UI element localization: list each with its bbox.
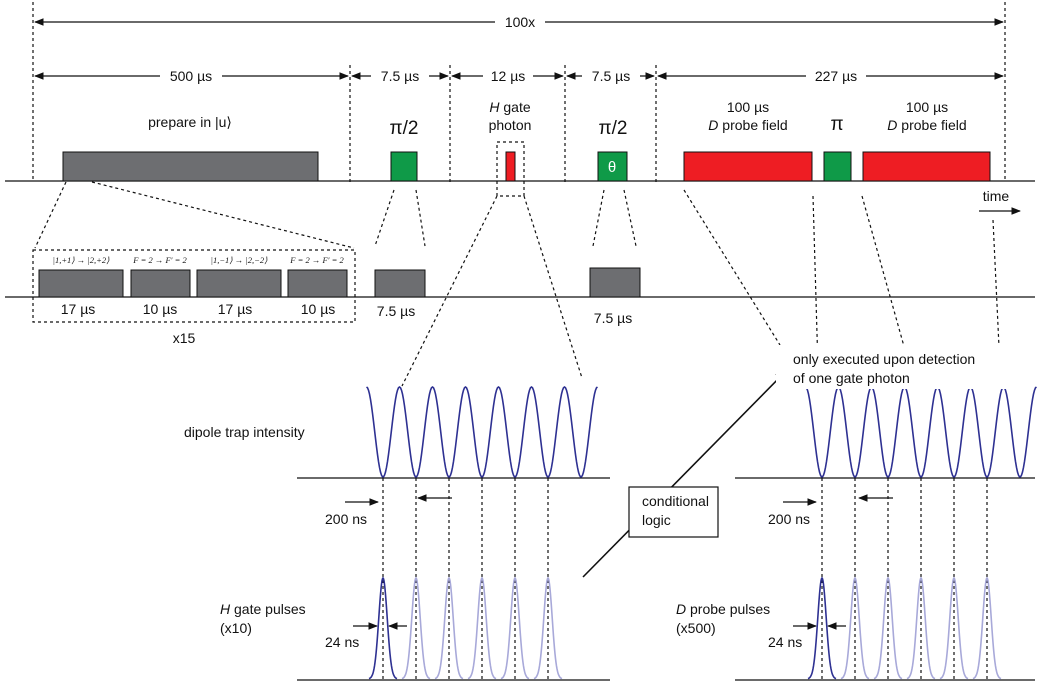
gaussian-pulse <box>807 576 837 680</box>
prep-pulse-3 <box>196 269 282 298</box>
conditional-line-2: logic <box>642 512 671 528</box>
transition-4: F = 2 → F′ = 2 <box>289 255 344 265</box>
d-probe-pulse-train <box>807 576 1002 680</box>
pi-half-detail-pulse <box>374 269 426 298</box>
probe2-duration: 100 µs <box>906 99 948 115</box>
d-probe-pulses-label: D probe pulses <box>676 601 770 617</box>
transition-3: |1,−1⟩ → |2,−2⟩ <box>211 255 268 265</box>
h-gate-pulse-train <box>368 576 563 680</box>
h-gate-label: H gate <box>489 99 530 115</box>
probe1-label: D probe field <box>708 117 787 133</box>
probe2-label: D probe field <box>887 117 966 133</box>
prep-repeat: x15 <box>173 330 196 346</box>
gaussian-pulse <box>939 576 969 680</box>
dipole-wave-left <box>366 385 598 478</box>
probe1-duration: 100 µs <box>727 99 769 115</box>
theta-detail-duration: 7.5 µs <box>594 310 632 326</box>
conditional-arrow <box>582 369 788 578</box>
pi2-duration: 7.5 µs <box>381 68 419 84</box>
period-label-left: 200 ns <box>325 511 367 527</box>
gaussian-pulse <box>873 576 903 680</box>
pi-label: π <box>830 114 843 135</box>
period-label-right: 200 ns <box>768 511 810 527</box>
prep-duration-1: 17 µs <box>61 301 96 317</box>
lower-section: dipole trap intensity 200 ns 200 ns H ga… <box>184 345 1037 681</box>
h-gate-pulses-count: (x10) <box>220 620 252 636</box>
top-timeline: 100x 500 µs 7.5 µs 12 µs 7.5 µs 227 µs p… <box>5 2 1035 215</box>
h-gate-pulses-label: H gate pulses <box>220 601 306 617</box>
d-width-label: 24 ns <box>768 634 802 650</box>
transition-2: F = 2 → F′ = 2 <box>132 255 187 265</box>
minima-lines <box>382 478 988 680</box>
gate-zoom-box <box>496 141 525 197</box>
detect-duration: 227 µs <box>815 68 857 84</box>
prep-pulse-4 <box>287 269 348 298</box>
theta-pulse <box>597 151 628 182</box>
gaussian-pulse <box>434 576 464 680</box>
prep-duration-2: 10 µs <box>143 301 178 317</box>
repeat-label: 100x <box>505 14 535 30</box>
probe-field-pulse-2 <box>862 151 991 182</box>
photon-label: photon <box>489 117 532 133</box>
gaussian-pulse <box>533 576 563 680</box>
gaussian-pulse <box>840 576 870 680</box>
prep-pulse-2 <box>130 269 191 298</box>
gate-duration: 12 µs <box>491 68 526 84</box>
prepare-detail-box <box>32 249 356 323</box>
d-probe-pulses-count: (x500) <box>676 620 716 636</box>
pi-half-label-2: π/2 <box>599 118 628 139</box>
gaussian-pulse <box>972 576 1002 680</box>
note-line-2: of one gate photon <box>793 370 910 386</box>
gaussian-pulse <box>401 576 431 680</box>
gaussian-pulse <box>906 576 936 680</box>
probe-field-pulse-1 <box>683 151 813 182</box>
prep-pulse-1 <box>38 269 124 298</box>
dipole-label: dipole trap intensity <box>184 424 305 440</box>
gaussian-pulse <box>368 576 398 680</box>
gaussian-pulse <box>500 576 530 680</box>
time-axis-label: time <box>983 188 1010 204</box>
prep-duration-4: 10 µs <box>301 301 336 317</box>
prepare-pulse <box>62 151 319 182</box>
theta-label: θ <box>608 159 616 176</box>
gaussian-pulse <box>467 576 497 680</box>
prepare-detail: |1,+1⟩ → |2,+2⟩ F = 2 → F′ = 2 |1,−1⟩ → … <box>5 249 1035 346</box>
prepare-label: prepare in |u⟩ <box>148 114 232 130</box>
note-line-1: only executed upon detection <box>793 351 975 367</box>
theta-detail-pulse <box>589 267 641 298</box>
transition-1: |1,+1⟩ → |2,+2⟩ <box>53 255 110 265</box>
pi-half-detail-duration: 7.5 µs <box>377 303 415 319</box>
pi-pulse <box>823 151 852 182</box>
h-width-label: 24 ns <box>325 634 359 650</box>
conditional-logic-box <box>628 486 719 538</box>
pi-half-label-1: π/2 <box>390 118 419 139</box>
prepare-duration: 500 µs <box>170 68 212 84</box>
conditional-line-1: conditional <box>642 493 709 509</box>
zoom-connectors <box>34 181 1001 387</box>
prep-duration-3: 17 µs <box>218 301 253 317</box>
dipole-wave-right <box>805 385 1037 478</box>
pi2b-duration: 7.5 µs <box>592 68 630 84</box>
pi-half-pulse-1 <box>390 151 418 182</box>
gate-photon-pulse <box>505 151 516 182</box>
